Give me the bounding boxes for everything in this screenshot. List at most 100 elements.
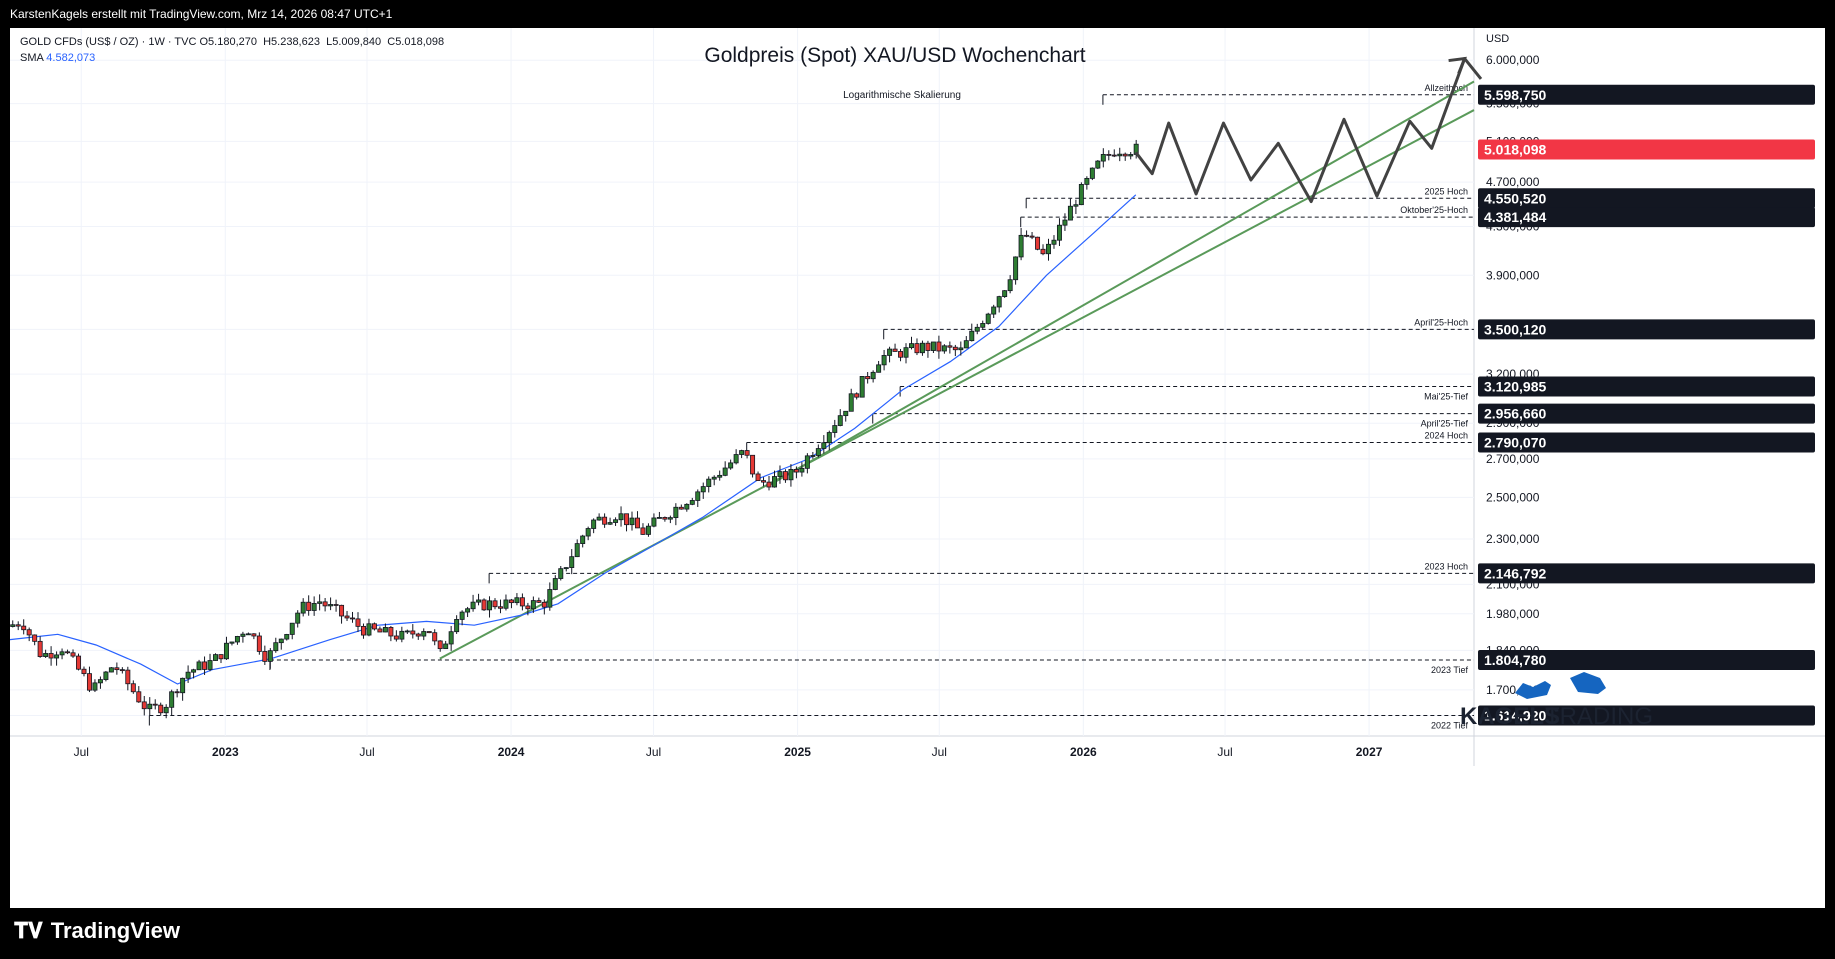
candle-body <box>925 342 931 351</box>
candle <box>470 594 476 612</box>
candle-body <box>404 630 410 633</box>
candle <box>656 511 662 519</box>
candle <box>10 620 16 628</box>
candle <box>700 482 706 499</box>
candle-body <box>503 599 509 609</box>
candle <box>15 621 21 631</box>
candle <box>695 489 701 507</box>
candle-body <box>350 617 355 620</box>
candle-body <box>92 682 98 691</box>
candle-body <box>410 630 416 635</box>
candle <box>328 597 334 611</box>
candle <box>70 649 76 658</box>
candle-body <box>185 671 191 679</box>
candle-body <box>782 471 788 481</box>
candle <box>300 598 306 617</box>
candle <box>854 392 860 400</box>
candle-body <box>256 635 262 652</box>
candle-body <box>37 640 43 657</box>
candle-body <box>180 677 186 694</box>
candle-body <box>360 625 366 636</box>
candle-body <box>881 355 887 366</box>
candle <box>947 341 953 354</box>
candle <box>26 627 32 642</box>
candle-body <box>21 625 27 631</box>
candle-body <box>481 599 487 611</box>
candle-body <box>202 661 208 670</box>
candle <box>114 662 120 675</box>
candle-body <box>618 513 624 521</box>
candle <box>152 699 158 710</box>
candle <box>678 504 684 510</box>
candle-body <box>974 326 980 332</box>
candle <box>980 320 986 330</box>
bear-icon <box>1570 672 1606 694</box>
price-chart[interactable]: Allzeithoch 2025 Hoch Oktober'25-Hoch April… <box>10 28 1825 908</box>
candle-body <box>1106 153 1112 156</box>
level-price-tag <box>1478 84 1815 105</box>
level-label: 2023 Hoch <box>1424 561 1468 571</box>
candle-body <box>958 347 964 351</box>
candle <box>843 410 849 422</box>
y-tick-label: 4.700,000 <box>1486 175 1540 189</box>
candle-body <box>755 473 761 481</box>
candle <box>196 659 202 671</box>
candle <box>1007 275 1013 294</box>
candle-body <box>218 654 224 660</box>
candle-body <box>1029 235 1035 238</box>
candle <box>991 304 997 318</box>
level-price-label: 2.790,070 <box>1484 435 1546 451</box>
candle <box>607 517 613 526</box>
candle <box>1013 256 1019 285</box>
candle <box>360 623 366 639</box>
candle-body <box>969 330 975 342</box>
candle-body <box>125 669 131 685</box>
candle <box>536 597 542 603</box>
level-price-label: 2.146,792 <box>1484 565 1546 581</box>
candle <box>684 503 690 512</box>
candle <box>65 649 71 655</box>
candle <box>1062 213 1068 231</box>
candle-body <box>689 500 695 505</box>
candle-body <box>596 516 602 521</box>
candle-body <box>1122 153 1128 157</box>
candle <box>919 340 925 356</box>
candle <box>596 513 602 521</box>
candle-body <box>1089 167 1095 179</box>
candle-body <box>1056 224 1062 241</box>
candle-body <box>722 467 728 476</box>
level-price-tag <box>1478 376 1815 397</box>
candle <box>541 599 547 615</box>
candle <box>256 632 262 655</box>
candle <box>941 344 947 354</box>
candle <box>558 566 564 581</box>
candle <box>569 549 575 575</box>
candle-body <box>492 600 498 608</box>
x-tick-label: 2026 <box>1070 745 1097 759</box>
candle <box>234 635 240 645</box>
candle <box>503 594 509 611</box>
candle <box>415 632 421 640</box>
candle <box>914 338 920 356</box>
candle <box>202 656 208 675</box>
candle <box>750 454 756 478</box>
chart-title: Goldpreis (Spot) XAU/USD Wochenchart <box>704 44 1085 67</box>
candle <box>898 348 904 362</box>
candle <box>744 450 750 459</box>
candle-body <box>700 486 706 493</box>
candle <box>350 611 355 623</box>
candle-body <box>459 611 465 620</box>
tradingview-logo[interactable]: 𝐓𝐕 TradingView <box>14 918 180 944</box>
candle <box>59 648 65 660</box>
candle <box>974 323 980 335</box>
candle-body <box>289 622 295 635</box>
candle <box>777 465 783 484</box>
candle <box>706 476 712 493</box>
candle-body <box>739 450 745 455</box>
candle <box>508 598 514 609</box>
candle-body <box>245 633 251 636</box>
candle <box>388 626 394 642</box>
candle <box>772 470 777 488</box>
candle <box>887 346 893 363</box>
candle <box>404 629 410 634</box>
